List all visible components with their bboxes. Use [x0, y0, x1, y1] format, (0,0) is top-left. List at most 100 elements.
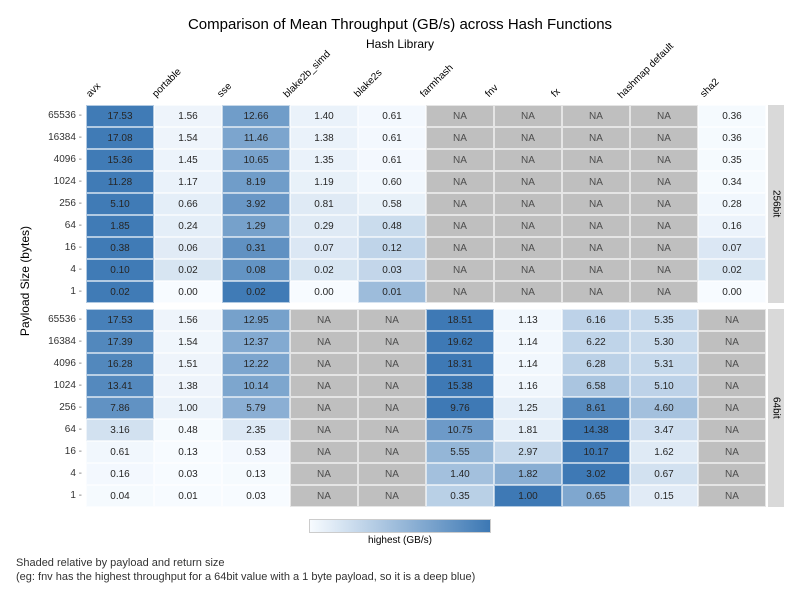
heatmap-cell: 1.40 [426, 463, 494, 485]
heatmap-cell: NA [358, 375, 426, 397]
heatmap-cell: 12.37 [222, 331, 290, 353]
heatmap-cell: NA [290, 485, 358, 507]
heatmap-cell: 5.31 [630, 353, 698, 375]
heatmap-cell: 0.03 [358, 259, 426, 281]
facet-strip: 256bit [766, 105, 784, 303]
heatmap-cell: 11.28 [86, 171, 154, 193]
heatmap-cell: 1.17 [154, 171, 222, 193]
heatmap-cell: 1.14 [494, 331, 562, 353]
row-label: 16 [38, 237, 86, 259]
heatmap-cell: 0.00 [290, 281, 358, 303]
legend-label: highest (GB/s) [368, 535, 432, 546]
heatmap-cell: NA [562, 259, 630, 281]
heatmap-cell: 12.95 [222, 309, 290, 331]
heatmap-cell: 0.03 [154, 463, 222, 485]
heatmap-cell: NA [630, 127, 698, 149]
heatmap-cell: 1.56 [154, 105, 222, 127]
heatmap-cell: 16.28 [86, 353, 154, 375]
row-label: 1024 [38, 171, 86, 193]
heatmap-cell: NA [698, 375, 766, 397]
heatmap-cell: 0.58 [358, 193, 426, 215]
heatmap-cell: 1.51 [154, 353, 222, 375]
chart-title: Comparison of Mean Throughput (GB/s) acr… [16, 16, 784, 33]
column-header: avx [77, 53, 134, 110]
heatmap-cell: 1.81 [494, 419, 562, 441]
heatmap-cell: NA [358, 485, 426, 507]
y-axis-label: Payload Size (bytes) [16, 226, 34, 336]
heatmap-cell: 17.39 [86, 331, 154, 353]
heatmap-cell: 5.55 [426, 441, 494, 463]
legend-gradient-bar [309, 519, 491, 533]
row-label: 16384 [38, 127, 86, 149]
heatmap-cell: NA [562, 215, 630, 237]
heatmap-cell: 12.66 [222, 105, 290, 127]
column-header: blake2b_simd [274, 49, 335, 110]
heatmap-cell: 0.02 [222, 281, 290, 303]
heatmap-cell: 1.25 [494, 397, 562, 419]
heatmap-cell: 0.01 [358, 281, 426, 303]
heatmap-cell: NA [562, 127, 630, 149]
heatmap-cell: NA [358, 353, 426, 375]
heatmap-cell: NA [426, 105, 494, 127]
heatmap-cell: NA [698, 485, 766, 507]
heatmap-cell: 5.10 [630, 375, 698, 397]
heatmap-cell: 0.00 [154, 281, 222, 303]
heatmap-cell: NA [494, 171, 562, 193]
heatmap-cell: 10.14 [222, 375, 290, 397]
heatmap-cell: 0.61 [86, 441, 154, 463]
heatmap-cell: NA [494, 127, 562, 149]
heatmap-cell: NA [630, 171, 698, 193]
heatmap-cell: 8.19 [222, 171, 290, 193]
heatmap-cell: 0.15 [630, 485, 698, 507]
heatmap-cell: 17.08 [86, 127, 154, 149]
heatmap-cell: 0.66 [154, 193, 222, 215]
heatmap-cell: 6.16 [562, 309, 630, 331]
heatmap-cell: NA [426, 149, 494, 171]
heatmap-cell: 0.61 [358, 105, 426, 127]
heatmap-cell: 0.02 [698, 259, 766, 281]
heatmap-cell: NA [290, 441, 358, 463]
row-label: 4 [38, 463, 86, 485]
heatmap-cell: 0.61 [358, 149, 426, 171]
heatmap-cell: 4.60 [630, 397, 698, 419]
heatmap-cell: NA [290, 309, 358, 331]
heatmap-cell: 2.97 [494, 441, 562, 463]
heatmap-container: Payload Size (bytes) avxportablesseblake… [16, 55, 784, 507]
heatmap-cell: NA [358, 441, 426, 463]
footnote-line-1: Shaded relative by payload and return si… [16, 556, 784, 570]
row-label: 4096 [38, 149, 86, 171]
heatmap-cell: 1.14 [494, 353, 562, 375]
heatmap-cell: 1.54 [154, 331, 222, 353]
heatmap-cell: NA [426, 171, 494, 193]
heatmap-cell: NA [494, 237, 562, 259]
row-label: 65536 [38, 309, 86, 331]
heatmap-cell: 1.38 [290, 127, 358, 149]
heatmap-cell: 0.36 [698, 127, 766, 149]
heatmap-cell: 5.10 [86, 193, 154, 215]
heatmap-cell: 1.19 [290, 171, 358, 193]
heatmap-cell: NA [358, 331, 426, 353]
heatmap-cell: 0.24 [154, 215, 222, 237]
heatmap-cell: 18.51 [426, 309, 494, 331]
heatmap-cell: NA [358, 419, 426, 441]
heatmap-cell: 6.58 [562, 375, 630, 397]
row-label: 1 [38, 485, 86, 507]
row-label: 1 [38, 281, 86, 303]
heatmap-cell: 0.48 [358, 215, 426, 237]
column-header: blake2s [346, 53, 403, 110]
heatmap-cell: NA [630, 237, 698, 259]
facet-block: 6553617.531.5612.661.400.61NANANANA0.361… [38, 105, 784, 303]
heatmap-cell: NA [630, 193, 698, 215]
heatmap-cell: 0.35 [426, 485, 494, 507]
heatmap-cell: 0.02 [290, 259, 358, 281]
heatmap-cell: NA [290, 375, 358, 397]
heatmap-cell: 0.02 [154, 259, 222, 281]
heatmap-cell: 14.38 [562, 419, 630, 441]
heatmap-cell: 0.65 [562, 485, 630, 507]
heatmap-cell: 0.02 [86, 281, 154, 303]
heatmap-cell: 11.46 [222, 127, 290, 149]
row-label: 1024 [38, 375, 86, 397]
heatmap-cell: 0.81 [290, 193, 358, 215]
heatmap-facets: 6553617.531.5612.661.400.61NANANANA0.361… [38, 105, 784, 507]
heatmap-cell: NA [426, 281, 494, 303]
